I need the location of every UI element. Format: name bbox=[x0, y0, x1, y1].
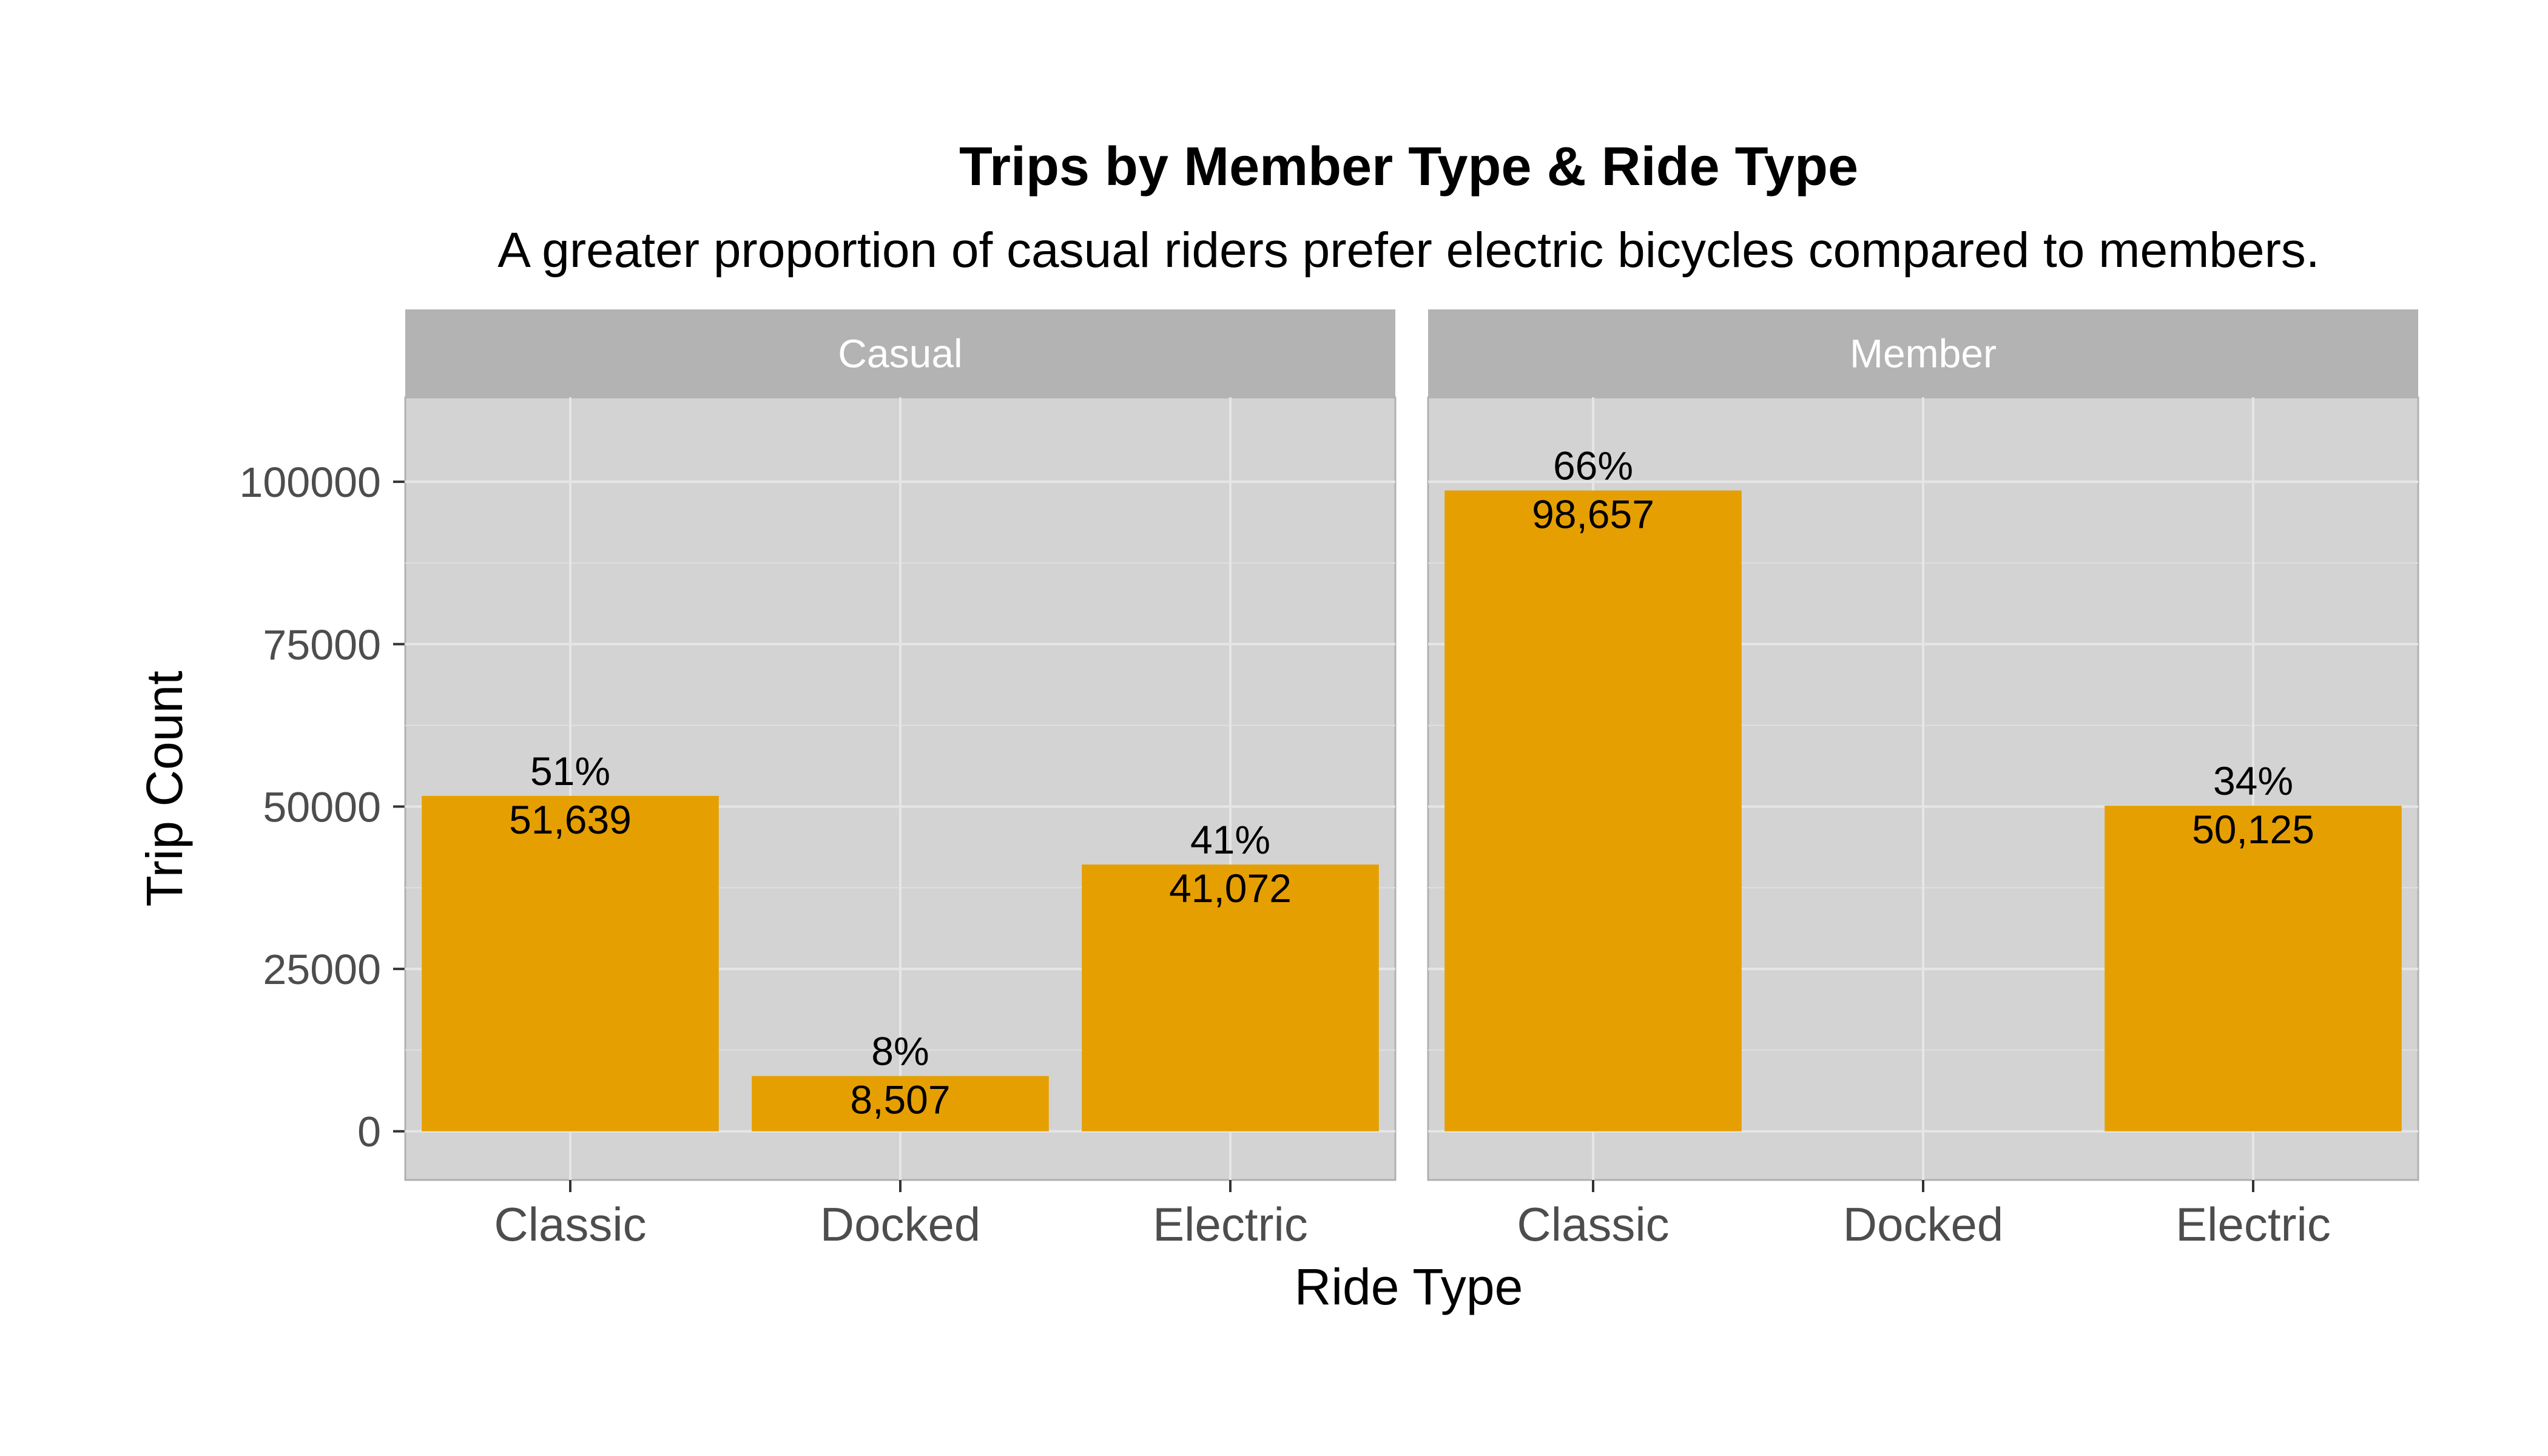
facet-panel-casual: Casual 51%51,639 Classic 8%8,507 Docked 41%41… bbox=[404, 309, 1397, 1251]
bar-casual-electric bbox=[1082, 864, 1379, 1131]
facet-panels: Casual 51%51,639 Classic 8%8,507 Docked 41%41… bbox=[404, 309, 2419, 1251]
y-tick-label: 100000 bbox=[239, 459, 381, 506]
bar-count-label: 98,657 bbox=[1532, 492, 1654, 537]
x-tick-label: Classic bbox=[1517, 1198, 1669, 1251]
y-tick-label: 0 bbox=[357, 1108, 381, 1156]
bar-count-label: 41,072 bbox=[1169, 866, 1292, 911]
facet-strip-label: Member bbox=[1850, 331, 1997, 376]
x-axis-title: Ride Type bbox=[1295, 1258, 1523, 1315]
chart-title: Trips by Member Type & Ride Type bbox=[959, 136, 1858, 197]
bar-count-label: 51,639 bbox=[509, 797, 632, 842]
bar-casual-docked bbox=[752, 1076, 1049, 1131]
bar-percent-label: 8% bbox=[871, 1029, 929, 1074]
x-tick-label: Docked bbox=[820, 1198, 980, 1251]
bar-member-electric bbox=[2105, 806, 2402, 1131]
y-tick-label: 50000 bbox=[263, 783, 381, 831]
bar-percent-label: 34% bbox=[2213, 758, 2293, 803]
facet-strip-label: Casual bbox=[838, 331, 962, 376]
bar-percent-label: 66% bbox=[1553, 443, 1633, 488]
bar-casual-classic bbox=[422, 795, 719, 1131]
y-tick-label: 25000 bbox=[263, 946, 381, 993]
x-tick-label: Electric bbox=[1153, 1198, 1308, 1251]
bar-count-label: 50,125 bbox=[2192, 807, 2314, 852]
chart-subtitle: A greater proportion of casual riders pr… bbox=[497, 223, 2319, 278]
x-tick-label: Docked bbox=[1843, 1198, 2003, 1251]
bar-count-label: 8,507 bbox=[850, 1077, 950, 1122]
bar-member-classic bbox=[1444, 490, 1742, 1131]
bar-percent-label: 51% bbox=[530, 749, 610, 794]
x-tick-label: Classic bbox=[494, 1198, 646, 1251]
facet-strip bbox=[405, 309, 1395, 397]
bar-percent-label: 41% bbox=[1190, 817, 1270, 862]
y-axis-title: Trip Count bbox=[136, 670, 193, 906]
facet-strip bbox=[1428, 309, 2418, 397]
facet-panel-member: Member 66%98,657 Classic Docked 34%50,125 Ele… bbox=[1427, 309, 2419, 1251]
y-axis: 0 25000 50000 75000 100000 bbox=[239, 459, 405, 1156]
y-tick-label: 75000 bbox=[263, 621, 381, 669]
x-tick-label: Electric bbox=[2176, 1198, 2331, 1251]
